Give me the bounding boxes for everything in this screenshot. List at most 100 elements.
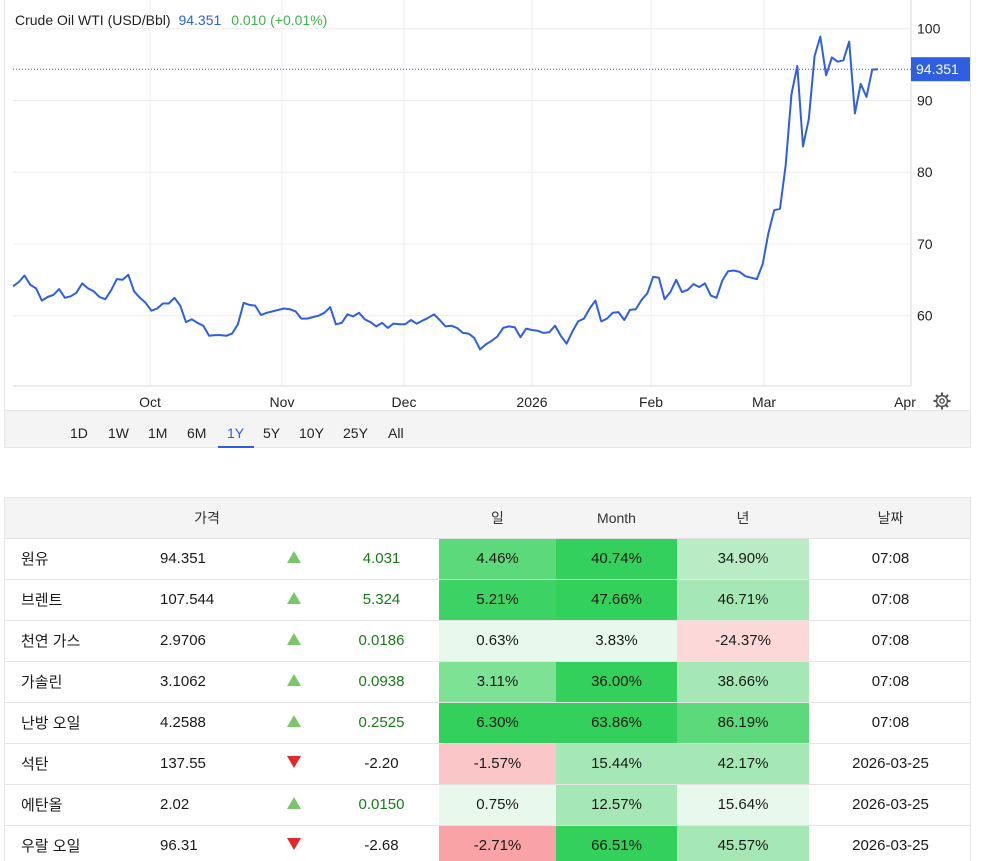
x-tick-label: Nov — [270, 394, 295, 410]
year-percent: 46.71% — [677, 579, 809, 621]
commodity-change: 0.0150 — [324, 784, 439, 826]
commodity-price: 137.55 — [150, 743, 264, 785]
day-percent: 6.30% — [439, 702, 556, 744]
table-header-row: 가격 일 Month 년 날짜 — [5, 498, 970, 539]
header-change — [324, 498, 439, 539]
commodity-name[interactable]: 난방 오일 — [5, 702, 150, 744]
range-button-10y[interactable]: 10Y — [299, 425, 324, 441]
range-button-1d[interactable]: 1D — [70, 425, 88, 441]
month-percent: 66.51% — [556, 825, 677, 861]
month-percent: 47.66% — [556, 579, 677, 621]
chart-panel: 60 70 80 90 100 Oct Nov Dec 2026 Feb Mar Apr 94.351 … — [4, 0, 971, 448]
month-percent: 15.44% — [556, 743, 677, 785]
commodity-price: 3.1062 — [150, 661, 264, 703]
x-tick-label: Apr — [894, 394, 916, 410]
commodity-name[interactable]: 에탄올 — [5, 784, 150, 826]
commodity-name[interactable]: 석탄 — [5, 743, 150, 785]
year-percent: 86.19% — [677, 702, 809, 744]
direction-cell — [264, 538, 324, 580]
header-date[interactable]: 날짜 — [809, 498, 970, 539]
commodity-name[interactable]: 천연 가스 — [5, 620, 150, 662]
table-row[interactable]: 우랄 오일 96.31 -2.68 -2.71% 66.51% 45.57% 2026-03… — [5, 825, 970, 861]
commodity-date: 2026-03-25 — [809, 825, 970, 861]
up-arrow-icon — [287, 551, 301, 563]
table-row[interactable]: 천연 가스 2.9706 0.0186 0.63% 3.83% -24.37% 07:08 — [5, 620, 970, 662]
down-arrow-icon — [287, 756, 301, 768]
day-percent: 5.21% — [439, 579, 556, 621]
commodity-price: 94.351 — [150, 538, 264, 580]
table-row[interactable]: 난방 오일 4.2588 0.2525 6.30% 63.86% 86.19% 07:08 — [5, 702, 970, 744]
commodities-table: 가격 일 Month 년 날짜 원유 94.351 4.031 4.46% 40.74%… — [5, 498, 970, 861]
commodity-name[interactable]: 가솔린 — [5, 661, 150, 703]
header-price[interactable]: 가격 — [150, 498, 264, 539]
header-month[interactable]: Month — [556, 498, 677, 539]
day-percent: 4.46% — [439, 538, 556, 580]
table-row[interactable]: 석탄 137.55 -2.20 -1.57% 15.44% 42.17% 2026-03-2… — [5, 743, 970, 785]
day-percent: 0.75% — [439, 784, 556, 826]
up-arrow-icon — [287, 797, 301, 809]
day-percent: 3.11% — [439, 661, 556, 703]
down-arrow-icon — [287, 838, 301, 850]
commodity-change: 0.0938 — [324, 661, 439, 703]
up-arrow-icon — [287, 674, 301, 686]
year-percent: 34.90% — [677, 538, 809, 580]
up-arrow-icon — [287, 592, 301, 604]
day-percent: -2.71% — [439, 825, 556, 861]
commodity-name[interactable]: 원유 — [5, 538, 150, 580]
range-button-6m[interactable]: 6M — [187, 425, 207, 441]
direction-cell — [264, 702, 324, 744]
chart-title: Crude Oil WTI (USD/Bbl) — [15, 12, 171, 28]
y-tick-label: 90 — [917, 92, 933, 108]
range-button-all[interactable]: All — [388, 425, 404, 441]
x-tick-label: Mar — [752, 394, 776, 410]
range-button-1m[interactable]: 1M — [148, 425, 168, 441]
range-button-1w[interactable]: 1W — [108, 425, 129, 441]
table-row[interactable]: 가솔린 3.1062 0.0938 3.11% 36.00% 38.66% 07:08 — [5, 661, 970, 703]
commodity-date: 07:08 — [809, 579, 970, 621]
commodity-date: 07:08 — [809, 538, 970, 580]
range-button-5y[interactable]: 5Y — [263, 425, 281, 441]
commodity-name[interactable]: 우랄 오일 — [5, 825, 150, 861]
direction-cell — [264, 620, 324, 662]
header-day[interactable]: 일 — [439, 498, 556, 539]
x-tick-label: Oct — [139, 394, 161, 410]
commodity-change: -2.20 — [324, 743, 439, 785]
header-arrow — [264, 498, 324, 539]
y-tick-label: 100 — [917, 21, 941, 37]
range-selector: 1D 1W 1M 6M 1Y 5Y 10Y 25Y All — [5, 410, 970, 448]
commodity-price: 96.31 — [150, 825, 264, 861]
commodity-change: 0.0186 — [324, 620, 439, 662]
range-button-1y[interactable]: 1Y — [227, 425, 245, 441]
commodity-change: 5.324 — [324, 579, 439, 621]
y-tick-label: 60 — [917, 308, 933, 324]
table-row[interactable]: 브렌트 107.544 5.324 5.21% 47.66% 46.71% 07:08 — [5, 579, 970, 621]
price-series-line — [12, 35, 879, 351]
month-percent: 40.74% — [556, 538, 677, 580]
header-year[interactable]: 년 — [677, 498, 809, 539]
gear-icon[interactable] — [933, 392, 951, 410]
table-row[interactable]: 에탄올 2.02 0.0150 0.75% 12.57% 15.64% 2026-03-25 — [5, 784, 970, 826]
direction-cell — [264, 579, 324, 621]
range-active-indicator — [218, 446, 254, 448]
x-tick-label: 2026 — [516, 394, 547, 410]
last-price-tag-label: 94.351 — [916, 61, 959, 77]
chart-header: Crude Oil WTI (USD/Bbl) 94.351 0.010 (+0… — [15, 12, 327, 28]
year-percent: -24.37% — [677, 620, 809, 662]
commodity-date: 07:08 — [809, 702, 970, 744]
year-percent: 38.66% — [677, 661, 809, 703]
commodity-date: 07:08 — [809, 620, 970, 662]
commodity-date: 2026-03-25 — [809, 784, 970, 826]
month-percent: 63.86% — [556, 702, 677, 744]
month-percent: 12.57% — [556, 784, 677, 826]
commodity-name[interactable]: 브렌트 — [5, 579, 150, 621]
table-row[interactable]: 원유 94.351 4.031 4.46% 40.74% 34.90% 07:08 — [5, 538, 970, 580]
x-tick-label: Feb — [639, 394, 663, 410]
day-percent: 0.63% — [439, 620, 556, 662]
commodity-price: 2.9706 — [150, 620, 264, 662]
last-price-tag — [911, 57, 970, 82]
range-button-25y[interactable]: 25Y — [343, 425, 368, 441]
price-chart: 60 70 80 90 100 Oct Nov Dec 2026 Feb Mar Apr 94.351 — [12, 0, 970, 410]
direction-cell — [264, 661, 324, 703]
commodity-price: 107.544 — [150, 579, 264, 621]
year-percent: 45.57% — [677, 825, 809, 861]
